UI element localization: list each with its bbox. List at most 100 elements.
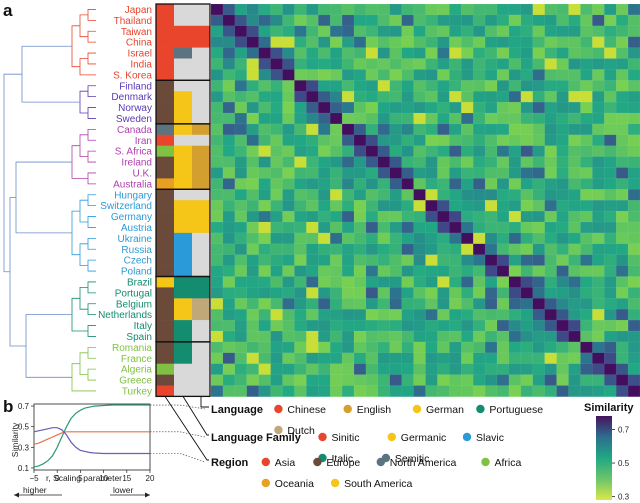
heatmap-cell [318, 189, 331, 201]
annotation-cell [156, 298, 174, 310]
heatmap-cell [258, 276, 271, 288]
heatmap-cell [485, 309, 498, 321]
heatmap-cell [389, 320, 403, 332]
country-label: Portugal [115, 288, 152, 299]
heatmap-cell [282, 36, 295, 48]
heatmap-cell [318, 123, 331, 136]
heatmap-cell [580, 352, 593, 365]
heatmap-cell [282, 331, 295, 343]
heatmap-cell [377, 14, 391, 27]
dendrogram-branch [87, 346, 96, 359]
legend-language: Language Chinese English German PortugueseD… [211, 404, 543, 437]
heatmap-cell [592, 320, 605, 332]
arrow-left-label: higher [23, 485, 47, 495]
heatmap-cell [425, 189, 438, 201]
heatmap-cell [354, 232, 367, 245]
heatmap-cell [342, 189, 355, 201]
heatmap-cell [377, 222, 391, 234]
heatmap-cell [556, 320, 569, 332]
heatmap-cell [354, 80, 367, 92]
heatmap-cell [508, 36, 522, 48]
heatmap-cell [544, 341, 557, 354]
heatmap-cell [508, 145, 522, 157]
heatmap-cell [616, 178, 629, 190]
heatmap-cell [318, 331, 331, 343]
heatmap-cell [365, 47, 379, 59]
heatmap-cell [354, 14, 367, 27]
heatmap-cell [485, 200, 498, 212]
heatmap-cell [294, 113, 307, 125]
heatmap-cell [377, 36, 391, 48]
heatmap-cell [497, 14, 510, 27]
heatmap-cell [580, 113, 593, 125]
heatmap-cell [401, 102, 414, 114]
heatmap-cell [544, 243, 557, 256]
heatmap-cell [330, 309, 343, 321]
y-tick-label: 0.7 [18, 402, 30, 411]
heatmap-cell [449, 200, 462, 212]
country-label: Greece [119, 376, 152, 387]
heatmap-cell [318, 167, 331, 179]
heatmap-cell [342, 265, 355, 277]
heatmap-cell [592, 222, 605, 234]
heatmap-cell [544, 232, 557, 245]
heatmap-cell [222, 145, 236, 157]
heatmap-cell [389, 243, 403, 256]
heatmap-cell [568, 58, 581, 70]
heatmap-cell [461, 211, 474, 223]
heatmap-cell [544, 47, 557, 59]
annotation-columns [156, 4, 210, 397]
heatmap-cell [354, 265, 367, 277]
heatmap-cell [437, 276, 450, 288]
heatmap-cell [294, 178, 307, 190]
annotation-cell [156, 134, 174, 146]
heatmap-cell [258, 200, 271, 212]
heatmap-cell [544, 211, 557, 223]
heatmap-cell [306, 232, 319, 245]
heatmap-cell [616, 341, 629, 354]
country-label: Romania [112, 343, 152, 354]
heatmap-cell [365, 167, 379, 179]
country-label: Brazil [127, 277, 152, 288]
heatmap-cell [461, 331, 474, 343]
heatmap-cell [342, 385, 355, 397]
heatmap-cell [222, 123, 236, 136]
heatmap-cell [222, 134, 236, 147]
heatmap-cell [604, 200, 617, 212]
heatmap-cell [222, 36, 236, 48]
heatmap-cell [377, 58, 391, 70]
heatmap-cell [413, 298, 426, 310]
heatmap-cell [568, 178, 581, 190]
heatmap-cell [532, 254, 546, 266]
heatmap-cell [532, 134, 546, 147]
heatmap-cell [211, 287, 224, 299]
annotation-cell [174, 113, 192, 125]
heatmap-cell [401, 47, 414, 59]
heatmap-cell [211, 320, 224, 332]
heatmap-cell [592, 134, 605, 147]
heatmap-cell [532, 320, 546, 332]
heatmap-cell [461, 189, 474, 201]
heatmap-cell [508, 47, 522, 59]
heatmap-cell [234, 4, 248, 16]
heatmap-cell [306, 385, 319, 397]
heatmap-cell [318, 36, 331, 48]
heatmap-cell [497, 25, 510, 38]
heatmap-cell [234, 243, 248, 256]
heatmap-cell [497, 200, 510, 212]
heatmap-cell [318, 4, 331, 16]
dendrogram-branch [87, 85, 96, 98]
heatmap-cell [532, 352, 546, 365]
heatmap-cell [485, 80, 498, 92]
heatmap-cell [485, 232, 498, 245]
annotation-cell [192, 276, 210, 288]
heatmap-cell [485, 91, 498, 103]
heatmap-cell [580, 189, 593, 201]
heatmap-cell [604, 276, 617, 288]
heatmap-cell [258, 102, 271, 114]
heatmap-cell [461, 58, 474, 70]
heatmap-cell [342, 4, 355, 16]
heatmap-cell [270, 58, 283, 70]
heatmap-cell [473, 276, 486, 288]
heatmap-cell [449, 254, 462, 266]
